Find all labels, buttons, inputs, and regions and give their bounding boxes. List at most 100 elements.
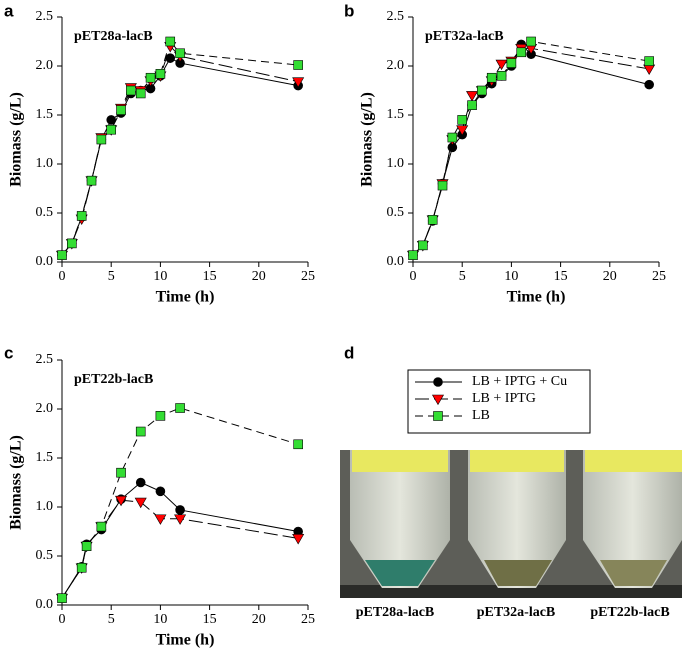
marker	[175, 505, 185, 515]
photo-shadow	[340, 585, 682, 598]
marker	[447, 132, 458, 143]
y-axis-title: Biomass (g/L)	[8, 92, 25, 187]
series-line	[412, 47, 650, 256]
marker	[408, 250, 418, 260]
x-tick-label: 10	[153, 269, 167, 284]
panel-label: pET28a-lacB	[74, 29, 153, 44]
marker	[174, 514, 187, 525]
marker	[175, 403, 185, 413]
x-tick-label: 15	[554, 269, 568, 284]
y-tick-label: 0.5	[387, 205, 405, 220]
marker	[96, 521, 107, 532]
y-axis-title: Biomass (g/L)	[359, 92, 376, 187]
marker	[418, 240, 428, 251]
y-tick-label: 0.5	[36, 205, 54, 220]
series-line	[61, 407, 299, 599]
tube-label: pET32a-lacB	[477, 605, 556, 620]
marker	[496, 71, 507, 81]
x-tick-label: 20	[252, 612, 266, 627]
legend-marker	[433, 377, 443, 387]
marker	[477, 85, 487, 96]
panel-letter: c	[4, 343, 13, 362]
series-line	[61, 45, 299, 256]
x-tick-label: 10	[504, 269, 518, 284]
x-tick-label: 25	[301, 269, 315, 284]
y-tick-label: 1.0	[36, 499, 54, 514]
marker	[155, 411, 166, 421]
marker	[437, 180, 448, 191]
marker	[135, 426, 146, 437]
y-tick-label: 2.5	[36, 9, 54, 24]
marker	[154, 514, 167, 525]
y-tick-label: 1.0	[36, 156, 54, 171]
marker	[175, 48, 185, 59]
legend-label: LB + IPTG + Cu	[472, 374, 567, 389]
x-tick-label: 5	[108, 612, 115, 627]
marker	[135, 88, 146, 99]
y-tick-label: 1.5	[36, 450, 54, 465]
marker	[292, 534, 305, 545]
legend-marker	[433, 411, 443, 421]
x-axis-title: Time (h)	[156, 289, 215, 306]
y-tick-label: 0.0	[387, 254, 405, 269]
x-tick-label: 0	[59, 612, 66, 627]
tube-pellet	[484, 560, 552, 586]
x-tick-label: 0	[410, 269, 417, 284]
y-tick-label: 1.0	[387, 156, 405, 171]
marker	[165, 53, 176, 63]
x-tick-label: 15	[203, 612, 217, 627]
x-tick-label: 5	[108, 269, 115, 284]
x-tick-label: 15	[203, 269, 217, 284]
marker	[81, 541, 92, 552]
legend-label: LB + IPTG	[472, 391, 536, 406]
marker	[165, 36, 176, 47]
marker	[643, 64, 656, 76]
marker	[155, 486, 166, 497]
series-line	[61, 481, 299, 599]
x-tick-label: 10	[153, 612, 167, 627]
tube-tape	[470, 450, 564, 472]
marker	[644, 56, 654, 66]
y-tick-label: 2.0	[36, 58, 54, 73]
marker	[526, 36, 536, 47]
tube-pellet	[600, 560, 667, 586]
panel-d: d pET28a-lacB pET32a-lacB pET22b-lacB	[340, 343, 682, 620]
marker	[644, 79, 654, 90]
marker	[466, 91, 479, 102]
marker	[293, 60, 303, 70]
marker	[486, 72, 497, 83]
marker	[467, 100, 477, 110]
marker	[155, 69, 166, 79]
marker	[292, 77, 305, 88]
legend-marker	[431, 394, 445, 406]
tube-label: pET22b-lacB	[590, 605, 669, 620]
marker	[115, 495, 128, 507]
panel-label: pET22b-lacB	[74, 372, 153, 387]
tube-label: pET28a-lacB	[356, 605, 435, 620]
tube	[583, 450, 682, 588]
tube-tape	[352, 450, 448, 472]
y-tick-label: 2.5	[387, 9, 405, 24]
legend-label: LB	[472, 408, 490, 423]
marker	[145, 72, 156, 83]
y-axis-title: Biomass (g/L)	[8, 435, 25, 530]
marker	[106, 124, 116, 135]
y-tick-label: 1.5	[387, 107, 405, 122]
panel-letter: b	[344, 1, 354, 20]
marker	[96, 134, 107, 145]
x-tick-label: 20	[252, 269, 266, 284]
x-tick-label: 0	[59, 269, 66, 284]
panel-letter: a	[4, 1, 14, 20]
marker	[106, 115, 116, 125]
marker	[456, 125, 469, 136]
y-tick-label: 1.5	[36, 107, 54, 122]
marker	[76, 211, 87, 221]
x-tick-label: 5	[459, 269, 466, 284]
marker	[126, 85, 136, 96]
x-tick-label: 25	[301, 612, 315, 627]
x-tick-label: 20	[603, 269, 617, 284]
tube-tape	[585, 450, 682, 472]
x-tick-label: 25	[652, 269, 666, 284]
y-tick-label: 2.0	[387, 58, 405, 73]
y-tick-label: 0.5	[36, 548, 54, 563]
